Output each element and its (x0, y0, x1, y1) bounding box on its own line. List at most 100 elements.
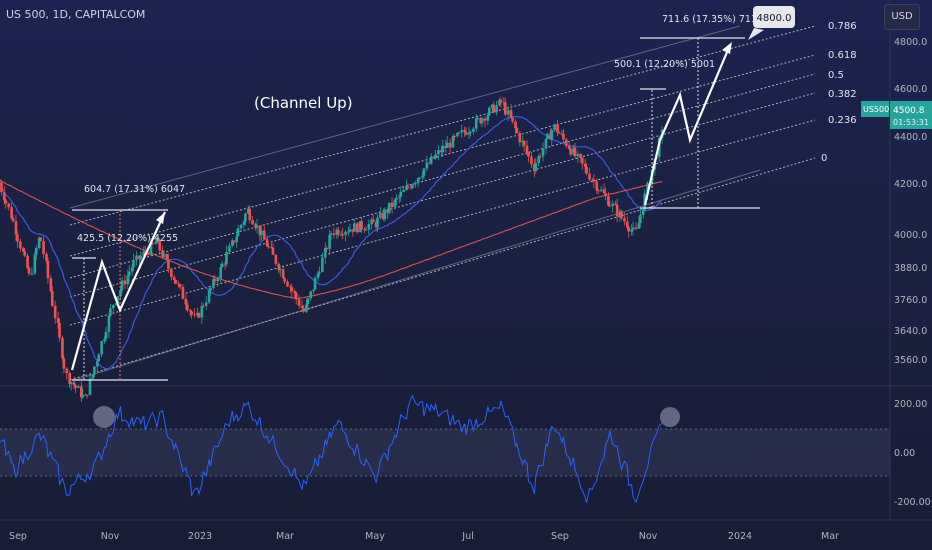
candle-body (634, 227, 638, 229)
candle-body (348, 229, 352, 232)
currency-button[interactable]: USD (884, 4, 920, 30)
symbol-price-tag: US500 4500.8 01:53:31 (861, 101, 932, 129)
candle-body (4, 200, 8, 204)
candle-body (85, 394, 89, 396)
candle-body (149, 242, 153, 255)
candle-body (464, 132, 468, 135)
candle-body (641, 210, 645, 215)
candle-body (451, 136, 455, 148)
candle-body (116, 296, 119, 304)
candle-body (42, 241, 45, 255)
candle-body (363, 229, 366, 231)
candle-body (204, 302, 208, 306)
price-axis[interactable]: 4800.0 4600.0 4400.0 4200.0 4000.0 3880.… (894, 37, 927, 366)
candle-body (476, 118, 480, 120)
candle-body (499, 99, 503, 103)
candle-body (564, 139, 568, 146)
candle-body (573, 147, 577, 157)
candle-body (49, 278, 53, 292)
candle-body (235, 236, 238, 243)
chart-title[interactable]: US 500, 1D, CAPITALCOM (6, 8, 146, 21)
candle-body (546, 133, 549, 139)
price-tag-countdown: 01:53:31 (893, 118, 929, 127)
candle-body (596, 190, 600, 192)
candle-body (100, 341, 103, 355)
candle-body (81, 394, 85, 398)
candle-body (172, 277, 176, 280)
candle-body (88, 378, 92, 395)
candle-body (193, 314, 196, 316)
candle-body (53, 305, 57, 319)
candle-body (371, 219, 375, 223)
candle-body (522, 140, 526, 146)
candle-body (416, 178, 420, 183)
candle-body (518, 132, 522, 143)
symbol-tag-bg (861, 101, 889, 117)
candle-body (530, 156, 533, 165)
candle-body (109, 308, 112, 316)
candle-body (630, 229, 633, 232)
candle-body (393, 199, 397, 208)
candle-body (270, 247, 273, 249)
candle-body (37, 237, 41, 249)
candle-body (425, 162, 429, 169)
price-tick: 4400.0 (894, 132, 927, 143)
time-tick: 2023 (188, 531, 212, 542)
price-tick: 3640.0 (894, 326, 927, 337)
candle-body (614, 203, 617, 206)
candle-body (127, 271, 131, 276)
candle-body (585, 166, 588, 174)
candle-body (537, 156, 540, 164)
candle-body (364, 229, 368, 231)
time-axis[interactable]: Sep Nov 2023 Mar May Jul Sep Nov 2024 Ma… (9, 531, 839, 542)
time-tick: Jul (461, 531, 473, 542)
arrowhead-2 (722, 42, 732, 54)
candle-body (213, 279, 217, 282)
candle-body (341, 234, 344, 236)
candle-body (591, 179, 594, 181)
candle-body (26, 255, 29, 269)
candle-body (325, 247, 329, 250)
candle-body (95, 361, 99, 367)
candle-body (592, 180, 596, 182)
candle-body (265, 239, 269, 247)
fib-label-0.5: 0.5 (828, 70, 844, 81)
candle-body (639, 214, 642, 224)
price-tick: 4200.0 (894, 179, 927, 190)
candle-body (479, 118, 482, 124)
candle-body (143, 251, 147, 253)
candle-body (358, 221, 362, 233)
candle-body (80, 386, 83, 398)
candle-body (514, 121, 517, 129)
candle-body (533, 164, 536, 172)
candle-body (480, 118, 484, 124)
price-tick: 4800.0 (894, 37, 927, 48)
candle-body (201, 305, 205, 307)
measure-3-label: 500.1 (12.20%) 5001 (614, 59, 715, 70)
candle-body (162, 254, 166, 257)
candle-body (608, 205, 612, 207)
candle-body (165, 254, 169, 260)
candle-body (271, 247, 275, 255)
candle-body (197, 313, 201, 318)
candle-body (254, 224, 257, 228)
candle-body (244, 213, 247, 222)
candle-body (627, 227, 631, 232)
candle-body (74, 385, 77, 388)
candle-body (313, 277, 317, 290)
measure-1-label: 425.5 (12.20%) 4255 (77, 233, 178, 244)
candle-body (467, 132, 471, 135)
target-bubble-tail (748, 28, 764, 40)
candle-body (486, 115, 490, 121)
candle-body (588, 173, 591, 180)
candle-body (174, 279, 177, 284)
candle-body (14, 221, 18, 235)
channel-lines (69, 25, 816, 381)
candle-body (200, 305, 204, 318)
price-tick: 3880.0 (894, 263, 927, 274)
oscillator-axis[interactable]: 200.00 0.00 -200.00 (894, 399, 931, 508)
candle-body (329, 233, 333, 235)
candle-body (490, 104, 494, 108)
